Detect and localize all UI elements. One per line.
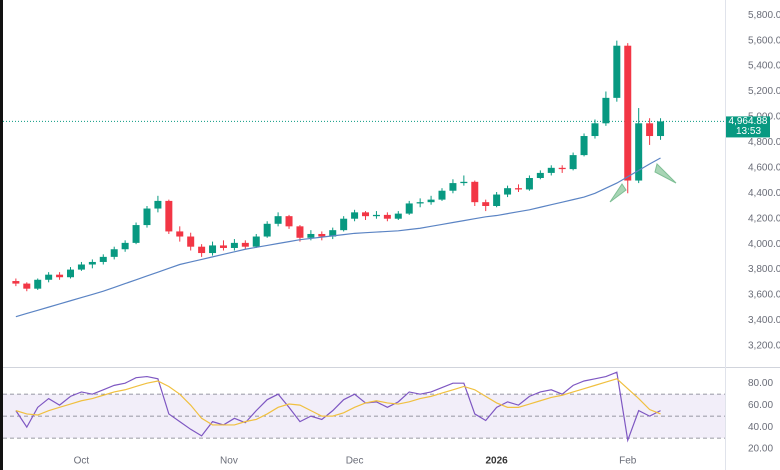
x-tick-label: 2026: [486, 456, 509, 467]
candle-body: [307, 233, 315, 238]
candle-body: [132, 225, 140, 243]
candle-body: [77, 264, 85, 270]
candle-body: [34, 279, 42, 289]
y-tick-label: 40.00: [748, 422, 773, 433]
candle-body: [45, 274, 53, 280]
candle-body: [580, 136, 588, 156]
x-tick-label: Dec: [346, 456, 364, 467]
candle-body: [66, 269, 74, 278]
y-tick-label: 3,400.00: [748, 315, 780, 326]
candle-body: [252, 236, 260, 247]
candle-body: [471, 181, 479, 203]
candle-body: [613, 45, 621, 98]
y-tick-label: 4,800.00: [748, 137, 780, 148]
y-tick-label: 3,800.00: [748, 264, 780, 275]
y-tick-label: 3,600.00: [748, 290, 780, 301]
y-tick-label: 60.00: [748, 400, 773, 411]
candle-body: [547, 167, 555, 173]
candle-body: [187, 236, 195, 247]
candle-body: [525, 178, 533, 190]
frame-edge: [0, 0, 3, 470]
series-line: [15, 371, 661, 443]
candle-body: [241, 242, 249, 247]
candle-body: [329, 230, 337, 237]
candle-body: [296, 226, 304, 238]
candle-body: [602, 97, 610, 124]
candle-body: [23, 283, 31, 289]
candle-body: [198, 246, 206, 254]
candle-body: [646, 123, 654, 137]
candle-body: [558, 167, 566, 170]
candle-body: [372, 214, 380, 217]
arrow-annotation: [654, 163, 677, 184]
x-tick-label: Oct: [74, 456, 90, 467]
arrow-annotation: [609, 183, 627, 203]
y-tick-label: 3,200.00: [748, 341, 780, 352]
candle-body: [460, 181, 468, 184]
candle-body: [12, 281, 20, 284]
candle-body: [285, 216, 293, 227]
y-tick-label: 4,200.00: [748, 213, 780, 224]
candle-body: [504, 188, 512, 195]
countdown-label: 13:53: [736, 126, 761, 137]
candle-body: [209, 245, 217, 254]
candle-body: [383, 214, 391, 219]
candle-body: [143, 208, 151, 226]
candle-body: [99, 256, 107, 262]
x-tick-label: Nov: [220, 456, 238, 467]
candle-body: [318, 233, 326, 237]
series-line: [15, 157, 661, 318]
candle-body: [88, 261, 96, 265]
candle-body: [219, 245, 227, 248]
y-tick-label: 5,400.00: [748, 61, 780, 72]
y-tick-label: 5,200.00: [748, 86, 780, 97]
candle-body: [427, 199, 435, 203]
last-price-box: [726, 116, 770, 138]
candle-body: [635, 123, 643, 181]
candle-body: [493, 194, 501, 206]
candle-body: [362, 212, 370, 217]
candle-body: [449, 183, 457, 191]
candle-body: [351, 212, 359, 219]
candle-body: [340, 218, 348, 231]
candle-body: [569, 155, 577, 170]
candle-body: [165, 200, 173, 232]
last-price-label: 4,964.88: [729, 116, 768, 127]
candle-body: [591, 123, 599, 137]
x-tick-label: Feb: [619, 456, 637, 467]
y-tick-label: 4,400.00: [748, 188, 780, 199]
candle-body: [110, 249, 118, 257]
series-line: [15, 378, 661, 426]
candle-body: [536, 172, 544, 179]
candle-body: [405, 203, 413, 214]
candle-body: [624, 45, 632, 181]
y-tick-label: 80.00: [748, 378, 773, 389]
candle-body: [657, 121, 665, 137]
candle-body: [482, 202, 490, 206]
candle-body: [56, 274, 64, 278]
candle-body: [514, 188, 522, 190]
candle-body: [274, 216, 282, 224]
y-tick-label: 4,600.00: [748, 162, 780, 173]
y-tick-label: 5,600.00: [748, 35, 780, 46]
candle-body: [394, 213, 402, 219]
candle-body: [154, 200, 162, 209]
y-tick-label: 20.00: [748, 444, 773, 455]
y-tick-label: 5,800.00: [748, 10, 780, 21]
y-tick-label: 4,000.00: [748, 239, 780, 250]
candle-body: [230, 242, 238, 248]
candle-body: [438, 190, 446, 200]
candle-body: [416, 202, 424, 204]
candle-body: [176, 231, 184, 237]
candle-body: [263, 223, 271, 237]
candle-body: [121, 242, 129, 250]
